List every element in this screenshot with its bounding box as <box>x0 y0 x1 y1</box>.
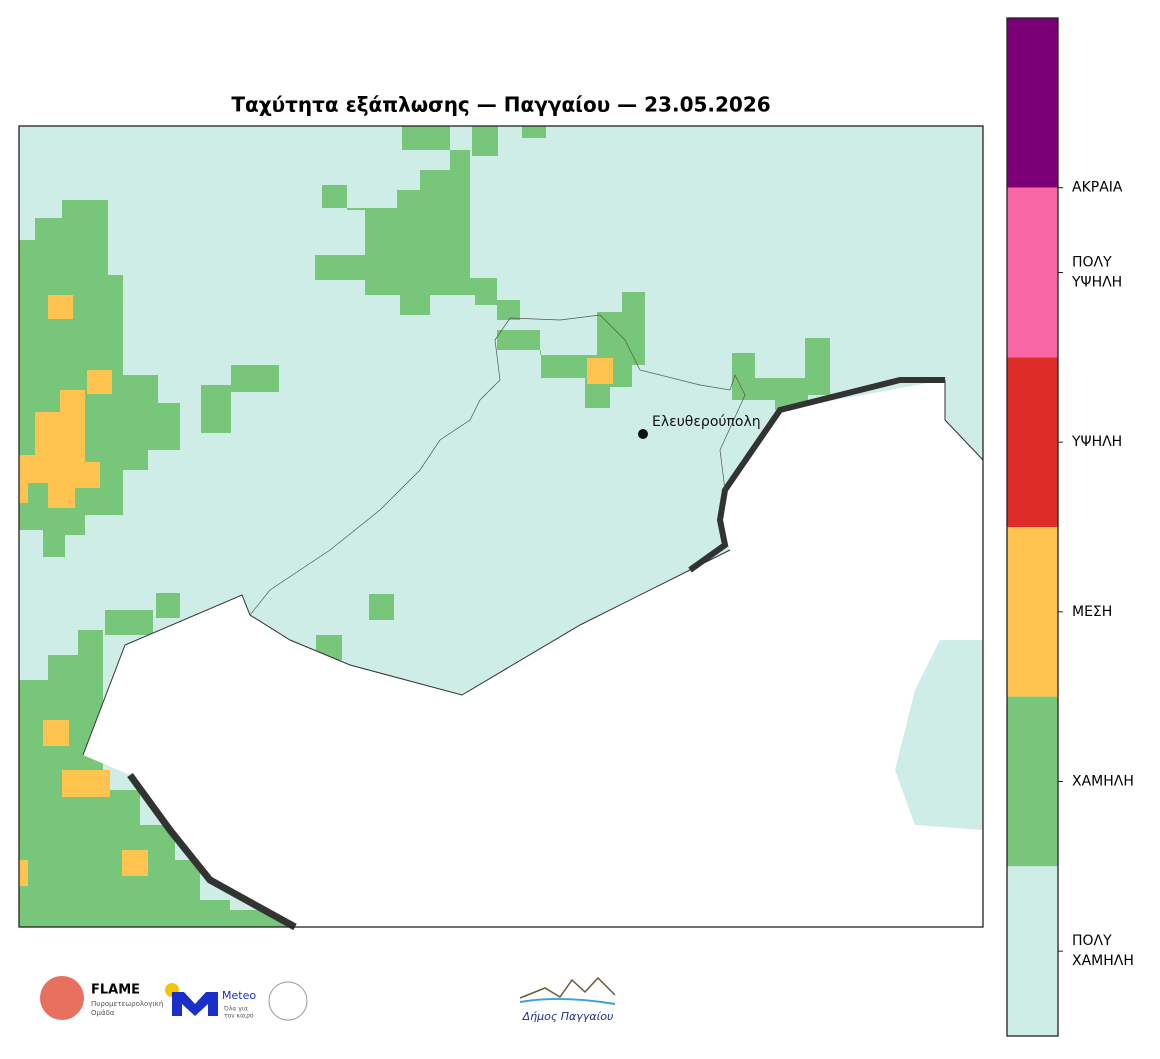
colorbar-label: ΧΑΜΗΛΗ <box>1072 774 1134 790</box>
city-marker <box>638 429 648 439</box>
municipal-border <box>249 314 746 616</box>
colorbar-label: ΠΟΛΥ <box>1072 255 1112 271</box>
meteo-name: Meteo <box>222 989 256 1002</box>
coast <box>127 772 297 931</box>
medium-zones <box>19 295 613 886</box>
municipality-name: Δήμος Παγγαίου <box>522 1010 614 1023</box>
sea <box>83 380 983 927</box>
meteo-subtitle: Όλα για <box>223 1006 248 1013</box>
logos: FLAME Πυρομετεωρολογική Ομάδα Meteo Όλα … <box>40 976 616 1023</box>
colorbar-label: ΑΚΡΑΙΑ <box>1072 180 1123 196</box>
colorbar-label: ΜΕΣΗ <box>1072 604 1112 620</box>
flame-logo <box>40 976 84 1020</box>
border <box>82 549 731 756</box>
map: Ελευθερούπολη <box>18 125 984 931</box>
municipality-logo <box>519 976 616 999</box>
map-title: Ταχύτητα εξάπλωσης — Παγγαίου — 23.05.20… <box>231 93 770 117</box>
seal <box>268 981 308 1021</box>
colorbar-label: ΥΨΗΛΗ <box>1071 275 1122 291</box>
meteo-logo <box>172 992 218 1016</box>
flame-subtitle: Πυρομετεωρολογική <box>91 1000 163 1008</box>
border <box>944 380 984 461</box>
colorbar-segment <box>1007 357 1058 527</box>
meteo-subtitle: τον καιρό <box>224 1013 254 1020</box>
colorbar-label: ΧΑΜΗΛΗ <box>1072 953 1134 969</box>
colorbar-segment <box>1007 696 1058 867</box>
map-frame <box>18 125 984 928</box>
colorbar-label: ΠΟΛΥ <box>1072 933 1112 949</box>
island-land <box>895 640 983 830</box>
colorbar-segment <box>1007 527 1058 697</box>
flame-subtitle: Ομάδα <box>91 1009 115 1017</box>
city-label: Ελευθερούπολη <box>652 414 761 430</box>
colorbar-frame <box>1006 17 1059 1037</box>
colorbar-label: ΥΨΗΛΗ <box>1071 434 1122 450</box>
flame-name: FLAME <box>91 983 140 998</box>
colorbar-segment <box>1007 187 1058 358</box>
colorbar-segment <box>1007 18 1058 188</box>
colorbar-segment <box>1007 866 1058 1036</box>
municipality-logo <box>519 997 616 1005</box>
colorbar: ΑΚΡΑΙΑ ΠΟΛΥ ΥΨΗΛΗ ΥΨΗΛΗ ΜΕΣΗ ΧΑΜΗΛΗ ΠΟΛΥ ΧΑΜΗΛΗ <box>1006 17 1134 1037</box>
